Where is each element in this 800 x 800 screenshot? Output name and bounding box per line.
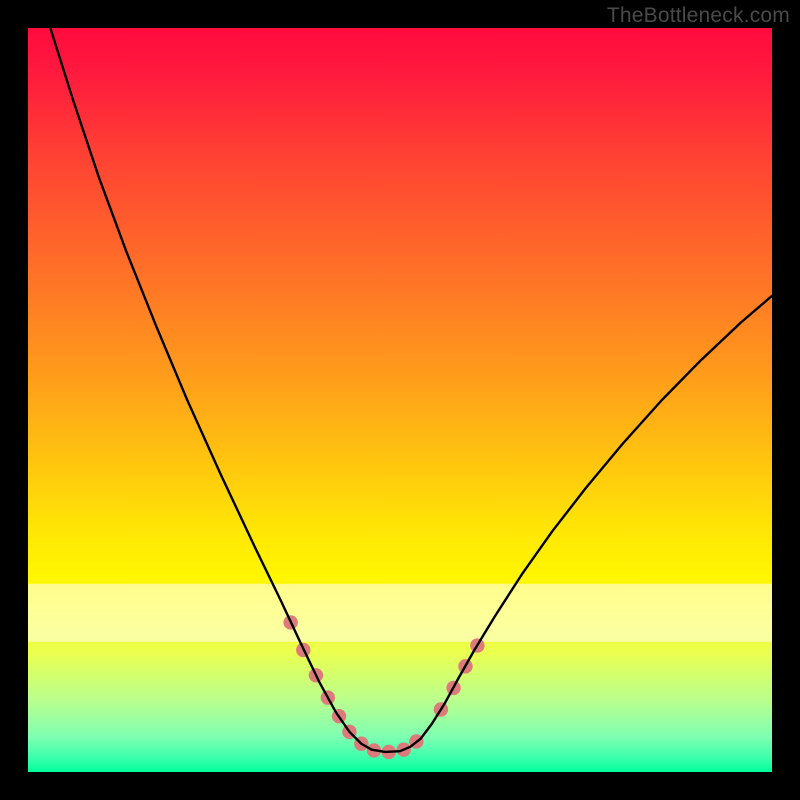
plot-svg [28, 28, 772, 772]
frame-border-bottom [0, 772, 800, 800]
plot-area [28, 28, 772, 772]
source-watermark: TheBottleneck.com [607, 4, 790, 28]
chart-frame: TheBottleneck.com [0, 0, 800, 800]
pale-band [28, 584, 772, 642]
frame-border-left [0, 0, 28, 800]
frame-border-right [772, 0, 800, 800]
